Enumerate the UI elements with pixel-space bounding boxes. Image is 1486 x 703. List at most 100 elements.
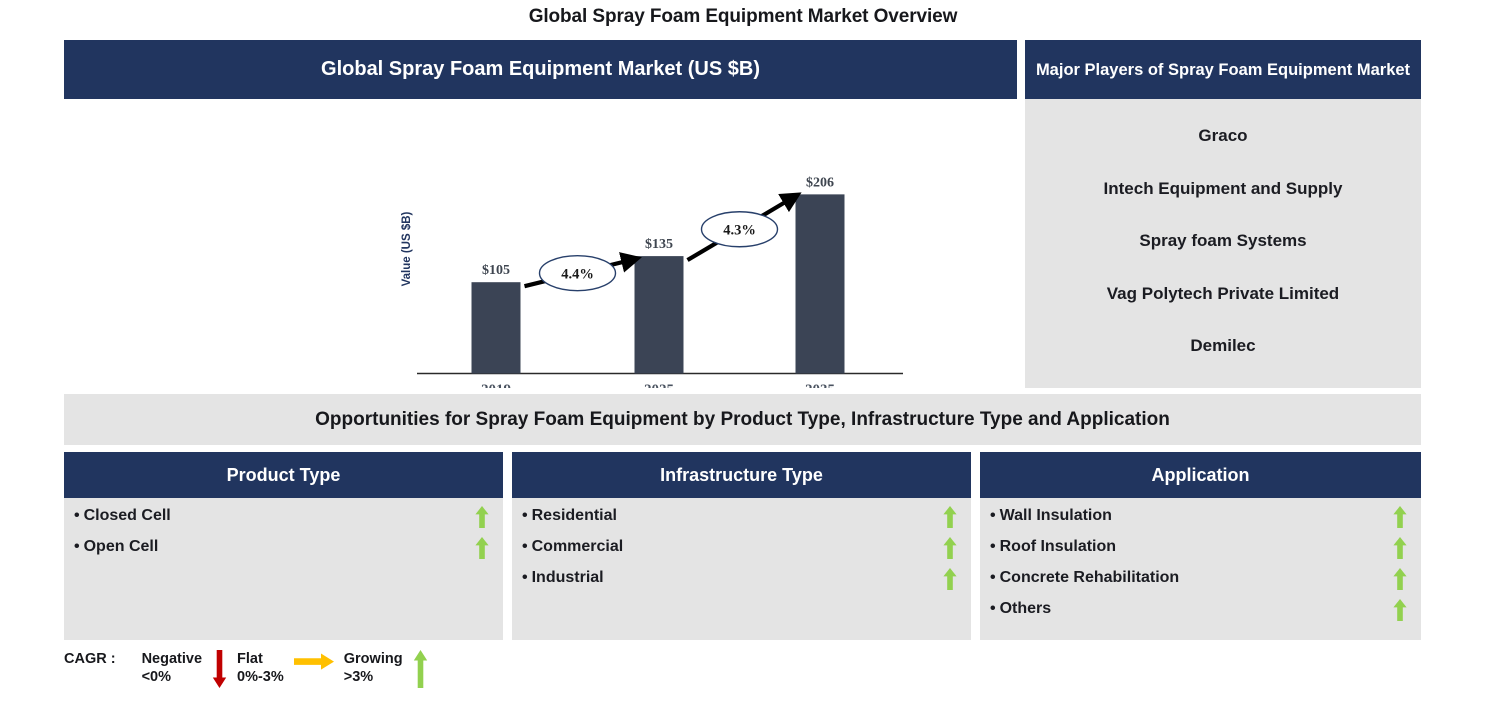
- bullet-icon: •: [990, 507, 996, 524]
- category-item-text: Commercial: [531, 538, 624, 555]
- list-item: • Wall Insulation: [990, 506, 1407, 538]
- opportunities-banner: Opportunities for Spray Foam Equipment b…: [64, 394, 1421, 445]
- legend-entry-negative: Negative <0%: [142, 650, 237, 688]
- list-item: • Commercial: [522, 537, 957, 569]
- list-item: • Closed Cell: [74, 506, 489, 538]
- cagr-legend-label: CAGR :: [64, 651, 116, 667]
- list-item: Spray foam Systems: [1139, 231, 1307, 250]
- category-header: Application: [980, 452, 1421, 498]
- category-item-text: Industrial: [531, 569, 604, 586]
- arrow-down-red-icon: [212, 650, 227, 688]
- x-tick-label-2025: 2025: [644, 382, 674, 388]
- bar-value-label-2019: $105: [482, 263, 510, 278]
- cagr-callout-ellipse-1: [538, 254, 617, 292]
- bullet-icon: •: [74, 538, 80, 555]
- arrow-up-green-icon: [943, 506, 957, 528]
- list-item: • Residential: [522, 506, 957, 538]
- category-body: • Wall Insulation • Roof Insulation • Concr…: [980, 498, 1421, 631]
- bar-2035: [795, 194, 845, 374]
- category-header: Infrastructure Type: [512, 452, 971, 498]
- bullet-icon: •: [990, 569, 996, 586]
- category-item-label: • Roof Insulation: [990, 538, 1116, 556]
- category-item-text: Open Cell: [83, 538, 159, 555]
- bar-2025: [634, 256, 684, 374]
- category-item-text: Others: [999, 600, 1052, 617]
- arrow-up-green-icon: [475, 537, 489, 559]
- arrow-up-green-icon: [1393, 568, 1407, 590]
- bullet-icon: •: [522, 569, 528, 586]
- category-item-label: • Industrial: [522, 569, 604, 587]
- category-column-application: Application • Wall Insulation • Roof Insul…: [980, 452, 1421, 640]
- category-item-text: Concrete Rehabilitation: [999, 569, 1180, 586]
- bar-value-label-2035: $206: [806, 175, 834, 190]
- list-item: • Concrete Rehabilitation: [990, 568, 1407, 600]
- bar-2019: [471, 282, 521, 374]
- legend-entry-name: Flat: [237, 651, 263, 667]
- legend-entry-text: Growing >3%: [344, 650, 403, 686]
- players-panel-header: Major Players of Spray Foam Equipment Ma…: [1025, 40, 1421, 99]
- category-item-label: • Wall Insulation: [990, 507, 1112, 525]
- bar-value-label-2025: $135: [645, 237, 673, 252]
- x-tick-label-2035: 2035: [805, 382, 835, 388]
- legend-entry-range: <0%: [141, 669, 171, 685]
- x-tick-label-2019: 2019: [481, 382, 511, 388]
- arrow-up-green-icon: [1393, 599, 1407, 621]
- category-item-label: • Open Cell: [74, 538, 158, 556]
- list-item: Intech Equipment and Supply: [1103, 178, 1343, 198]
- legend-entry-range: 0%-3%: [237, 669, 284, 685]
- category-header: Product Type: [64, 452, 503, 498]
- category-column-infrastructure-type: Infrastructure Type • Residential • Commer…: [512, 452, 971, 640]
- arrow-up-green-icon: [943, 537, 957, 559]
- list-item: • Industrial: [522, 568, 957, 600]
- category-item-label: • Others: [990, 600, 1051, 618]
- legend-entry-flat: Flat 0%-3%: [237, 650, 344, 686]
- arrow-up-green-icon: [413, 650, 427, 688]
- players-list: Graco Intech Equipment and Supply Spray …: [1025, 103, 1421, 388]
- legend-entry-text: Flat 0%-3%: [237, 650, 284, 686]
- cagr-legend: CAGR : Negative <0% Flat 0%-3% Growing >…: [64, 650, 438, 695]
- legend-entry-name: Negative: [141, 651, 203, 667]
- category-item-label: • Commercial: [522, 538, 623, 556]
- bullet-icon: •: [522, 507, 528, 524]
- list-item: Vag Polytech Private Limited: [1106, 283, 1340, 303]
- category-item-text: Closed Cell: [83, 507, 171, 524]
- chart-panel-header: Global Spray Foam Equipment Market (US $…: [64, 40, 1017, 99]
- list-item: • Roof Insulation: [990, 537, 1407, 569]
- arrow-right-yellow-icon: [293, 653, 334, 670]
- players-panel-title: Major Players of Spray Foam Equipment Ma…: [1035, 60, 1411, 79]
- category-item-label: • Closed Cell: [74, 507, 171, 525]
- y-axis-title: Value (US $B): [401, 211, 413, 286]
- cagr-callout-label-2: 4.3%: [723, 223, 756, 239]
- category-item-text: Residential: [531, 507, 617, 524]
- category-column-product-type: Product Type • Closed Cell • Open Cell: [64, 452, 503, 640]
- arrow-up-green-icon: [1393, 506, 1407, 528]
- category-body: • Residential • Commercial • Industrial: [512, 498, 971, 600]
- arrow-up-green-icon: [1393, 537, 1407, 559]
- category-header-label: Product Type: [226, 464, 341, 485]
- page-title: Global Spray Foam Equipment Market Overv…: [528, 6, 958, 27]
- list-item: Demilec: [1190, 336, 1256, 355]
- legend-entry-range: >3%: [343, 669, 374, 685]
- list-item: Graco: [1198, 126, 1248, 145]
- opportunities-banner-title: Opportunities for Spray Foam Equipment b…: [315, 408, 1170, 430]
- legend-entry-name: Growing: [343, 651, 403, 667]
- bullet-icon: •: [74, 507, 80, 524]
- chart-panel-title: Global Spray Foam Equipment Market (US $…: [321, 58, 760, 80]
- bar-chart: Value (US $B) $105 $135 $206 4.4% 4.3% 2…: [64, 99, 1017, 388]
- bullet-icon: •: [990, 600, 996, 617]
- bullet-icon: •: [990, 538, 996, 555]
- legend-entry-text: Negative <0%: [142, 650, 202, 686]
- cagr-callout-ellipse-2: [700, 211, 779, 248]
- category-header-label: Application: [1151, 464, 1250, 485]
- arrow-up-green-icon: [475, 506, 489, 528]
- legend-entry-growing: Growing >3%: [344, 650, 438, 688]
- category-item-label: • Residential: [522, 507, 617, 525]
- list-item: • Open Cell: [74, 537, 489, 569]
- cagr-callout-label-1: 4.4%: [561, 267, 594, 283]
- major-players-panel: Major Players of Spray Foam Equipment Ma…: [1025, 40, 1421, 388]
- arrow-up-green-icon: [943, 568, 957, 590]
- list-item: • Others: [990, 599, 1407, 631]
- category-item-label: • Concrete Rehabilitation: [990, 569, 1179, 587]
- category-item-text: Roof Insulation: [999, 538, 1117, 555]
- category-item-text: Wall Insulation: [999, 507, 1112, 524]
